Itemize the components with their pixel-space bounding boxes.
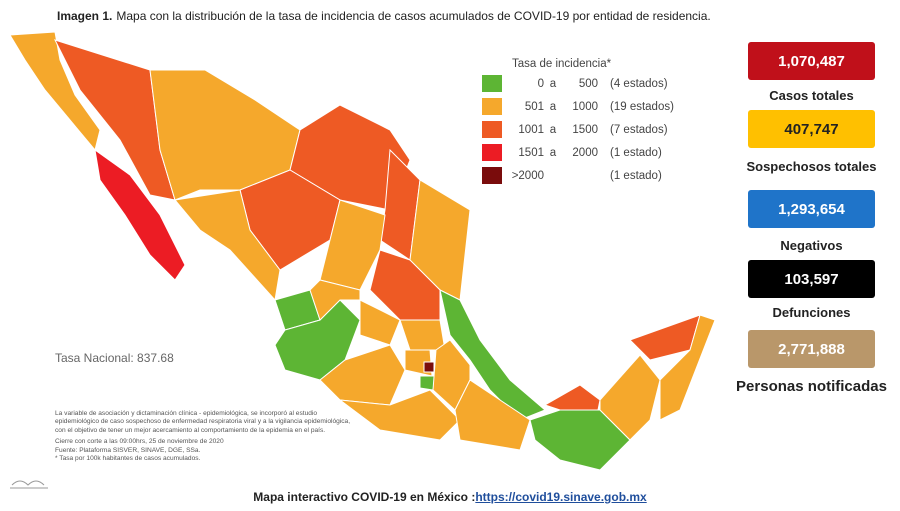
legend-to: 1000 [572, 100, 598, 113]
state-region [399, 319, 446, 351]
note-line: Fuente: Plataforma SISVER, SINAVE, DGE, … [55, 446, 201, 454]
state-region [379, 148, 421, 261]
national-rate: Tasa Nacional: 837.68 [55, 351, 174, 365]
stat-label: Personas notificadas [736, 378, 887, 395]
state-region [423, 361, 435, 373]
legend-swatch [482, 98, 502, 115]
legend-item: 1001 a 1500 (7 estados) [482, 118, 674, 141]
legend-to: 500 [578, 77, 598, 90]
stat-label: Defunciones [772, 305, 851, 320]
legend-swatch [482, 144, 502, 161]
legend-swatch [482, 167, 502, 184]
legend-to: 1500 [572, 123, 598, 136]
legend-item: 0 a 500 (4 estados) [482, 72, 674, 95]
state-region [543, 384, 601, 411]
state-region [174, 189, 281, 302]
note-line: Cierre con corte a las 09:00hrs, 25 de n… [55, 438, 224, 446]
legend: Tasa de incidencia* 0 a 500 (4 estados) 501 a… [482, 58, 674, 187]
legend-from: 1001 [518, 123, 544, 136]
stat-value: 407,747 [748, 110, 875, 148]
title-label: Imagen 1. [57, 9, 113, 23]
legend-count: (4 estados) [610, 77, 668, 90]
legend-count: (1 estado) [610, 169, 662, 182]
legend-swatch [482, 121, 502, 138]
legend-from: 1501 [518, 146, 544, 159]
stat-label: Casos totales [769, 88, 854, 103]
note-line: epidemiológico de caso sospechoso de enf… [55, 418, 351, 426]
footer-link[interactable]: https://covid19.sinave.gob.mx [475, 490, 647, 504]
legend-sep: a [549, 146, 557, 159]
note-line: con el objetivo de tener un mejor acerca… [55, 426, 326, 434]
notes: La variable de asociación y dictaminació… [55, 410, 350, 463]
legend-from: 501 [524, 100, 544, 113]
state-region [439, 289, 546, 421]
legend-item: 501 a 1000 (19 estados) [482, 95, 674, 118]
title-text: Mapa con la distribución de la tasa de i… [116, 9, 711, 23]
legend-item: 1501 a 2000 (1 estado) [482, 141, 674, 164]
stat-value: 2,771,888 [748, 330, 875, 368]
legend-sep: a [549, 77, 557, 90]
note-line: * Tasa por 100k habitantes de casos acum… [55, 455, 201, 463]
title: Imagen 1. Mapa con la distribución de la … [57, 9, 711, 23]
stat-value: 1,070,487 [748, 42, 875, 80]
stat-value: 1,293,654 [748, 190, 875, 228]
legend-item: >2000 (1 estado) [482, 164, 674, 187]
legend-sep: a [549, 123, 557, 136]
legend-count: (1 estado) [610, 146, 662, 159]
legend-swatch [482, 75, 502, 92]
footer: Mapa interactivo COVID-19 en México :htt… [0, 490, 900, 504]
legend-from: >2000 [511, 169, 544, 182]
stat-value: 103,597 [748, 260, 875, 298]
state-region [659, 314, 716, 421]
stat-label: Negativos [780, 238, 843, 253]
legend-count: (19 estados) [610, 100, 674, 113]
legend-items: 0 a 500 (4 estados) 501 a 1000 (19 estados) 1001… [482, 72, 674, 187]
state-region [599, 354, 661, 441]
note-line: La variable de asociación y dictaminació… [55, 410, 318, 417]
legend-sep: a [549, 100, 557, 113]
legend-count: (7 estados) [610, 123, 668, 136]
state-region [309, 279, 361, 321]
legend-title: Tasa de incidencia* [512, 58, 612, 70]
footer-text: Mapa interactivo COVID-19 en México : [253, 490, 476, 504]
legend-from: 0 [537, 77, 544, 90]
legend-to: 2000 [572, 146, 598, 159]
state-region [94, 148, 186, 281]
stat-label: Sospechosos totales [746, 159, 877, 174]
